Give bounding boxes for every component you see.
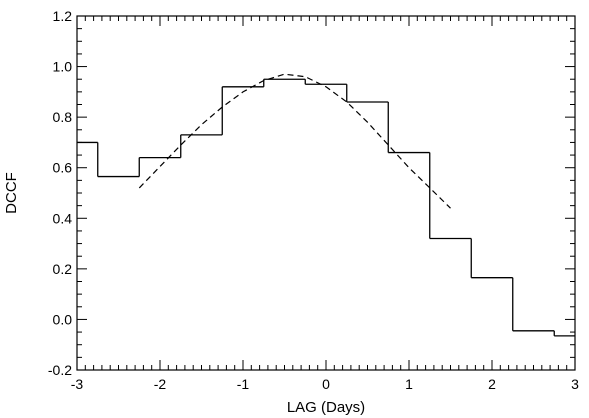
y-tick-label: 0.0 [53, 311, 73, 327]
dashed-fit-line [138, 73, 451, 209]
x-tick-label: 3 [571, 376, 579, 392]
x-axis-title: LAG (Days) [287, 399, 365, 416]
y-tick-label: 0.2 [53, 261, 73, 277]
x-tick-labels: -3 -2 -1 0 1 2 3 [71, 376, 579, 392]
y-tick-label: 1.2 [53, 8, 73, 24]
y-tick-label: 0.4 [53, 210, 73, 226]
x-tick-label: 2 [488, 376, 496, 392]
y-tick-label: 0.6 [53, 160, 73, 176]
x-tick-label: -3 [71, 376, 84, 392]
x-tick-label: -1 [237, 376, 250, 392]
y-tick-label: 0.8 [53, 109, 73, 125]
x-tick-label: 0 [322, 376, 330, 392]
plot-frame [76, 15, 576, 371]
x-tick-label: 1 [405, 376, 413, 392]
x-tick-label: -2 [154, 376, 167, 392]
step-series-layer [77, 78, 575, 337]
axis-ticks-layer [76, 15, 576, 371]
y-axis-title: DCCF [3, 172, 20, 214]
y-tick-label: -0.2 [48, 362, 72, 378]
y-tick-labels: -0.2 0.0 0.2 0.4 0.6 0.8 1.0 1.2 [48, 8, 72, 378]
dashed-fit-layer [138, 73, 451, 209]
y-tick-label: 1.0 [53, 59, 73, 75]
